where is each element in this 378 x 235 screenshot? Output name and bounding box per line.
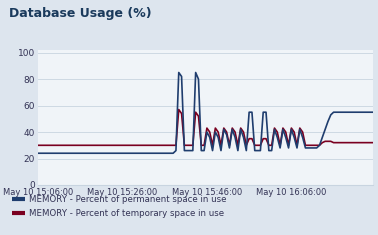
Legend: MEMORY - Percent of permanent space in use, MEMORY - Percent of temporary space : MEMORY - Percent of permanent space in u…: [12, 195, 226, 218]
Text: Database Usage (%): Database Usage (%): [9, 7, 152, 20]
